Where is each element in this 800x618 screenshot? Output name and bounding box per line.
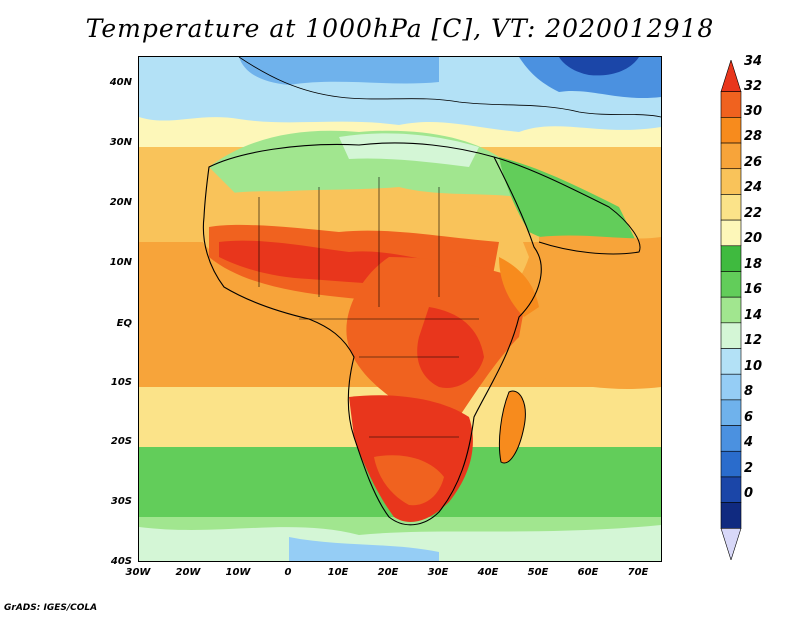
colorbar-segment bbox=[720, 168, 742, 195]
madagascar-coastline bbox=[498, 390, 526, 464]
colorbar-segment bbox=[720, 425, 742, 452]
colorbar-segment bbox=[720, 60, 742, 92]
colorbar-segments bbox=[720, 60, 742, 560]
temperature-map[interactable] bbox=[138, 56, 662, 562]
colorbar-segment bbox=[720, 399, 742, 426]
colorbar-segment bbox=[720, 502, 742, 529]
europe-colder bbox=[239, 57, 439, 85]
lon-tick-60e: 60E bbox=[577, 567, 599, 578]
colorbar-segment bbox=[720, 373, 742, 401]
lon-tick-10e: 10E bbox=[327, 567, 349, 578]
arabia-coastline bbox=[493, 156, 641, 255]
lon-tick-30e: 30E bbox=[427, 567, 449, 578]
colorbar-label-8: 8 bbox=[744, 384, 754, 399]
colorbar-segment bbox=[720, 348, 742, 375]
africa-coastline bbox=[202, 142, 542, 526]
colorbar-segment bbox=[720, 117, 742, 144]
lat-tick-20n: 20N bbox=[109, 197, 132, 208]
colorbar-label-12: 12 bbox=[744, 333, 763, 348]
congo-hottest bbox=[417, 307, 484, 388]
colorbar-segment bbox=[720, 219, 742, 247]
colorbar-segment bbox=[720, 245, 742, 272]
colorbar-label-30: 30 bbox=[744, 104, 763, 119]
colorbar-label-14: 14 bbox=[744, 308, 763, 323]
colorbar bbox=[720, 60, 742, 560]
horn-warm bbox=[499, 257, 539, 317]
arabia bbox=[499, 157, 639, 249]
lon-tick-50e: 50E bbox=[527, 567, 549, 578]
colorbar-label-24: 24 bbox=[744, 180, 763, 195]
colorbar-segment bbox=[720, 271, 742, 298]
credit-text: GrADS: IGES/COLA bbox=[4, 603, 98, 613]
colorbar-segment bbox=[720, 450, 742, 478]
asia-coldest bbox=[559, 57, 639, 76]
lon-tick-20e: 20E bbox=[377, 567, 399, 578]
europe-coastline bbox=[238, 57, 661, 118]
lon-tick-20w: 20W bbox=[175, 567, 201, 578]
colorbar-label-34: 34 bbox=[744, 54, 763, 69]
colorbar-label-26: 26 bbox=[744, 155, 763, 170]
lat-tick-10s: 10S bbox=[110, 377, 132, 388]
lat-tick-40s: 40S bbox=[110, 556, 132, 567]
colorbar-segment bbox=[720, 476, 742, 503]
country-borders bbox=[258, 177, 479, 438]
colorbar-segment bbox=[720, 91, 742, 118]
lat-tick-30s: 30S bbox=[110, 496, 132, 507]
map-canvas bbox=[139, 57, 661, 561]
ocean-far-south bbox=[139, 525, 661, 561]
kalahari bbox=[374, 455, 444, 506]
colorbar-label-32: 32 bbox=[744, 79, 763, 94]
lat-tick-30n: 30N bbox=[109, 137, 132, 148]
colorbar-label-16: 16 bbox=[744, 282, 763, 297]
cold-patch-south bbox=[289, 537, 439, 561]
colorbar-label-0: 0 bbox=[744, 486, 754, 501]
lon-tick-30w: 30W bbox=[125, 567, 151, 578]
colorbar-label-20: 20 bbox=[744, 231, 763, 246]
lon-tick-10w: 10W bbox=[225, 567, 251, 578]
colorbar-label-22: 22 bbox=[744, 206, 763, 221]
colorbar-segment bbox=[720, 322, 742, 349]
colorbar-segment bbox=[720, 528, 742, 560]
colorbar-label-2: 2 bbox=[744, 461, 754, 476]
colorbar-label-10: 10 bbox=[744, 359, 763, 374]
colorbar-segment bbox=[720, 194, 742, 221]
lon-tick-70e: 70E bbox=[627, 567, 649, 578]
chart-title: Temperature at 1000hPa [C], VT: 20200129… bbox=[85, 14, 715, 43]
colorbar-label-6: 6 bbox=[744, 410, 754, 425]
libya-cool bbox=[339, 133, 479, 167]
indian-ocean-warm bbox=[539, 235, 661, 389]
lat-tick-eq: EQ bbox=[116, 318, 132, 329]
colorbar-segment bbox=[720, 296, 742, 324]
lon-tick-0: 0 bbox=[284, 567, 292, 578]
lat-tick-20s: 20S bbox=[110, 436, 132, 447]
lat-tick-40n: 40N bbox=[109, 77, 132, 88]
colorbar-label-18: 18 bbox=[744, 257, 763, 272]
colorbar-segment bbox=[720, 142, 742, 170]
colorbar-label-28: 28 bbox=[744, 129, 763, 144]
lat-tick-10n: 10N bbox=[109, 257, 132, 268]
colorbar-label-4: 4 bbox=[744, 435, 754, 450]
lon-tick-40e: 40E bbox=[477, 567, 499, 578]
